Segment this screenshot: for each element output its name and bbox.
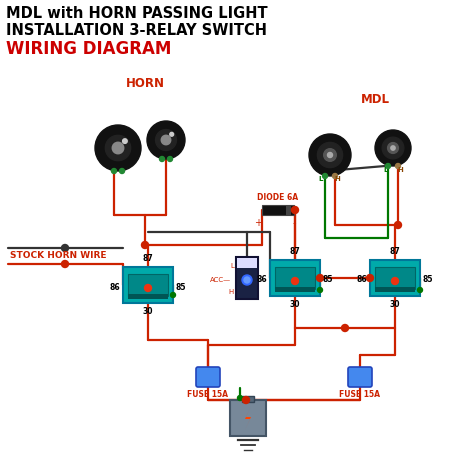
Circle shape <box>155 130 176 150</box>
Circle shape <box>123 139 127 143</box>
Circle shape <box>105 136 131 161</box>
Text: FUSE 15A: FUSE 15A <box>339 390 381 399</box>
Text: 87: 87 <box>290 247 301 256</box>
Text: DIODE 6A: DIODE 6A <box>257 193 299 202</box>
Circle shape <box>111 169 117 174</box>
FancyBboxPatch shape <box>242 396 254 402</box>
Circle shape <box>119 169 125 174</box>
Circle shape <box>167 157 173 162</box>
Circle shape <box>332 174 337 179</box>
Circle shape <box>244 277 250 283</box>
Text: 87: 87 <box>390 247 401 256</box>
Circle shape <box>292 278 299 284</box>
FancyBboxPatch shape <box>123 267 173 303</box>
Text: 85: 85 <box>323 276 334 284</box>
Text: FUSE 15A: FUSE 15A <box>188 390 228 399</box>
FancyBboxPatch shape <box>237 258 257 268</box>
Text: -: - <box>292 218 296 228</box>
Text: H: H <box>334 176 340 182</box>
Circle shape <box>318 288 322 293</box>
Circle shape <box>243 397 249 403</box>
Circle shape <box>382 137 404 159</box>
Text: 85: 85 <box>176 283 186 291</box>
Text: +: + <box>254 218 262 228</box>
Circle shape <box>171 293 175 298</box>
Circle shape <box>375 130 411 166</box>
Circle shape <box>418 288 422 293</box>
FancyBboxPatch shape <box>230 400 266 436</box>
Circle shape <box>322 174 328 179</box>
FancyBboxPatch shape <box>370 260 420 296</box>
FancyBboxPatch shape <box>270 260 320 296</box>
Text: L: L <box>319 176 323 182</box>
Text: 86: 86 <box>109 283 120 291</box>
Text: 86: 86 <box>356 276 367 284</box>
FancyBboxPatch shape <box>128 274 168 296</box>
Circle shape <box>142 241 148 249</box>
Circle shape <box>341 325 348 332</box>
FancyBboxPatch shape <box>348 367 372 387</box>
Circle shape <box>366 274 374 282</box>
FancyBboxPatch shape <box>128 294 168 299</box>
Text: INSTALLATION 3-RELAY SWITCH: INSTALLATION 3-RELAY SWITCH <box>6 23 267 38</box>
Text: 30: 30 <box>290 300 300 309</box>
Circle shape <box>95 125 141 171</box>
Circle shape <box>237 396 243 400</box>
Text: 85: 85 <box>423 276 434 284</box>
Circle shape <box>391 146 395 150</box>
FancyBboxPatch shape <box>236 257 258 299</box>
Circle shape <box>324 149 336 161</box>
Circle shape <box>292 207 299 213</box>
Circle shape <box>395 164 401 169</box>
Circle shape <box>392 278 399 284</box>
FancyBboxPatch shape <box>196 367 220 387</box>
Circle shape <box>328 153 333 158</box>
Circle shape <box>161 135 171 145</box>
FancyBboxPatch shape <box>375 287 415 292</box>
Circle shape <box>394 222 401 229</box>
Text: 30: 30 <box>143 307 153 316</box>
Text: H: H <box>397 167 403 173</box>
Circle shape <box>145 284 152 291</box>
Circle shape <box>159 157 164 162</box>
Text: L: L <box>384 167 388 173</box>
Text: MDL: MDL <box>361 93 390 106</box>
Circle shape <box>112 142 124 154</box>
Text: 86: 86 <box>256 276 267 284</box>
Circle shape <box>385 164 391 169</box>
Text: 30: 30 <box>390 300 400 309</box>
Polygon shape <box>245 406 251 430</box>
FancyBboxPatch shape <box>262 205 294 215</box>
Circle shape <box>318 142 343 168</box>
Circle shape <box>62 261 69 267</box>
Text: HORN: HORN <box>126 77 164 90</box>
FancyBboxPatch shape <box>275 287 315 292</box>
Text: MDL with HORN PASSING LIGHT: MDL with HORN PASSING LIGHT <box>6 6 268 21</box>
FancyBboxPatch shape <box>375 267 415 289</box>
Text: STOCK HORN WIRE: STOCK HORN WIRE <box>10 251 107 260</box>
FancyBboxPatch shape <box>286 205 291 215</box>
Circle shape <box>147 121 185 159</box>
Circle shape <box>317 274 323 282</box>
FancyBboxPatch shape <box>275 267 315 289</box>
Text: L: L <box>230 263 234 269</box>
Circle shape <box>242 275 252 285</box>
Circle shape <box>388 142 399 153</box>
Text: WIRING DIAGRAM: WIRING DIAGRAM <box>6 40 172 58</box>
Text: H: H <box>229 289 234 295</box>
Circle shape <box>309 134 351 176</box>
Circle shape <box>62 245 69 251</box>
Text: 87: 87 <box>143 254 154 263</box>
Text: ACC—: ACC— <box>210 277 231 283</box>
Circle shape <box>170 132 173 136</box>
